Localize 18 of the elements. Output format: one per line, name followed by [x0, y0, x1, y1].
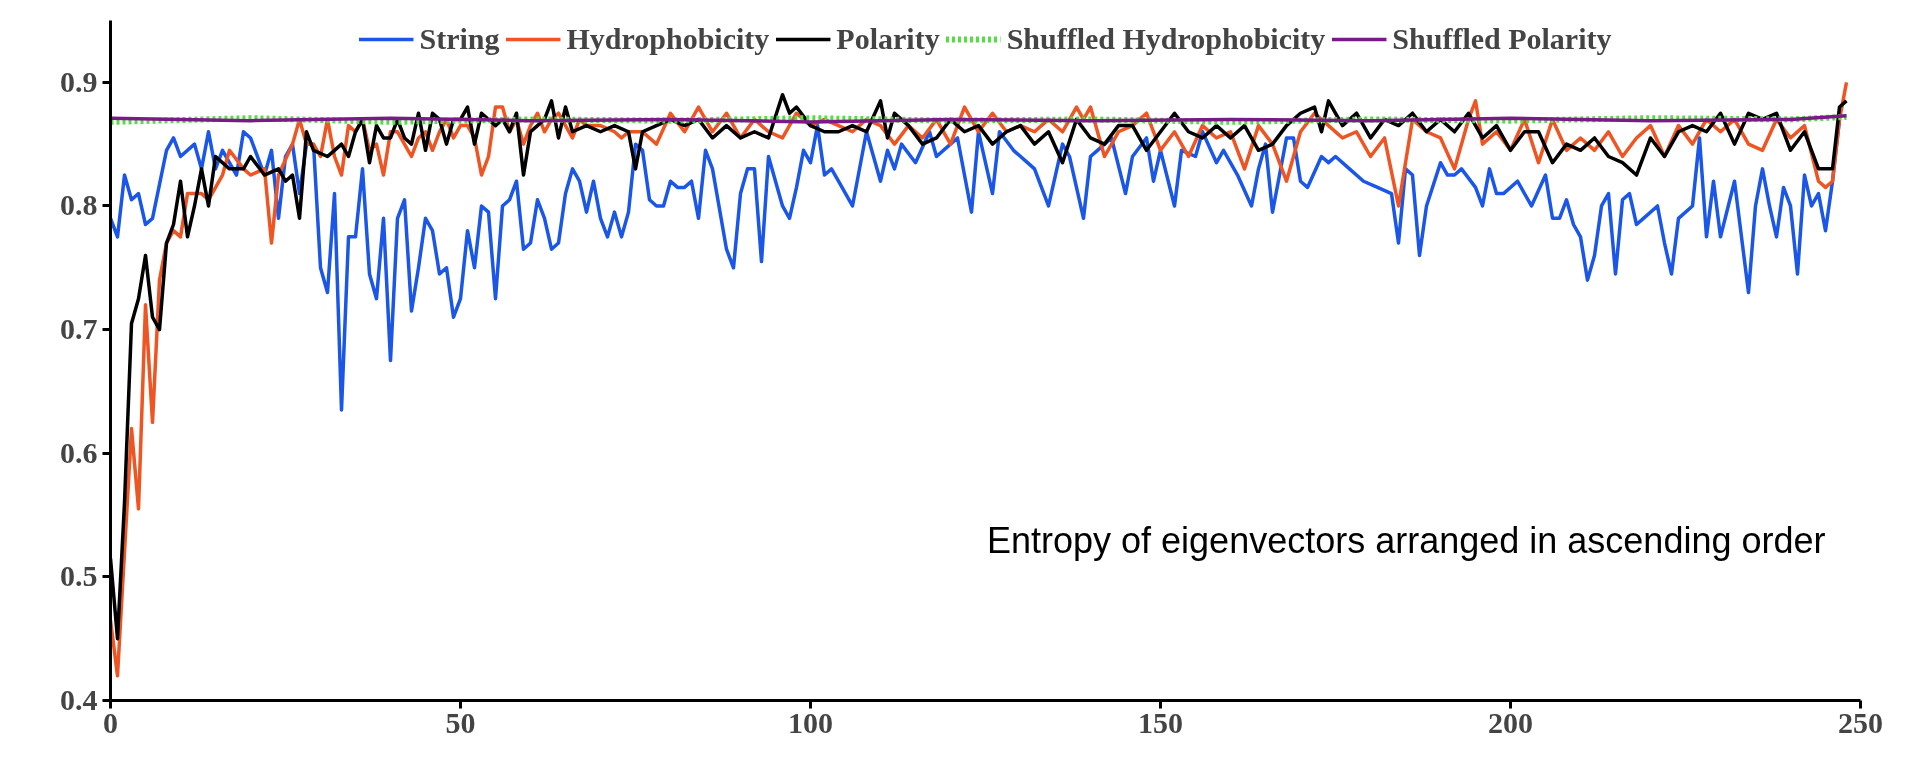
x-tick-label: 250 [1838, 705, 1883, 739]
x-tick-label: 0 [103, 705, 118, 739]
x-tick-label: 200 [1488, 705, 1533, 739]
y-tick-label: 0.4 [60, 683, 98, 716]
legend-label: Polarity [836, 22, 940, 56]
y-tick-label: 0.7 [60, 312, 98, 346]
legend-label: Shuffled Polarity [1392, 22, 1612, 56]
legend-label: String [419, 22, 500, 56]
y-tick-label: 0.5 [60, 559, 98, 593]
y-tick-label: 0.8 [60, 188, 98, 222]
legend-label: Shuffled Hydrophobicity [1006, 22, 1326, 56]
x-tick-label: 100 [788, 705, 833, 739]
y-tick-label: 0.6 [60, 435, 98, 469]
legend-label: Hydrophobicity [566, 22, 770, 56]
annotation: Entropy of eigenvectors arranged in ascending order [986, 519, 1826, 561]
x-tick-label: 50 [445, 705, 476, 739]
y-tick-label: 0.9 [60, 64, 98, 98]
x-tick-label: 150 [1138, 705, 1183, 739]
